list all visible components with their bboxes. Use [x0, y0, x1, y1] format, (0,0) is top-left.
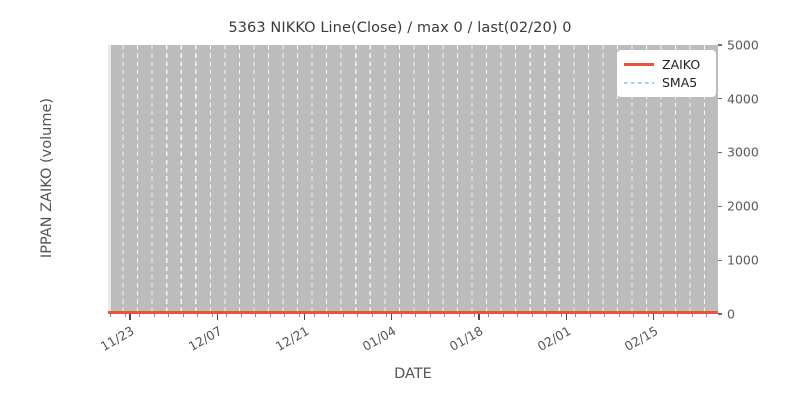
- x-axis-tick-label: 01/18: [447, 323, 486, 355]
- x-axis-minor-tick: [226, 314, 228, 318]
- x-axis-minor-tick: [662, 314, 664, 318]
- x-axis-minor-tick: [429, 314, 431, 318]
- x-axis-minor-tick: [386, 314, 388, 318]
- x-axis-major-tick: [652, 314, 655, 320]
- x-axis-minor-tick: [313, 314, 315, 318]
- x-axis-minor-tick: [502, 314, 504, 318]
- x-axis-minor-tick: [647, 314, 649, 318]
- y-axis-tick-label: 3000: [727, 144, 759, 160]
- y-axis-title: IPPAN ZAIKO (volume): [39, 97, 55, 259]
- x-axis-minor-tick: [589, 314, 591, 318]
- y-axis-tick-mark: [718, 313, 722, 315]
- x-axis-minor-tick: [371, 314, 373, 318]
- x-axis-minor-tick: [488, 314, 490, 318]
- series-line-zaiko: [108, 311, 718, 314]
- y-axis: 0 1000 2000 3000 4000 5000: [718, 39, 800, 320]
- y-axis-tick-label: 1000: [727, 252, 759, 268]
- x-axis-minor-tick: [124, 314, 126, 318]
- legend-label-sma5: SMA5: [662, 75, 698, 91]
- chart-title: 5363 NIKKO Line(Close) / max 0 / last(02…: [228, 20, 572, 36]
- plot-left-gutter: [108, 45, 111, 314]
- legend-swatch-sma5-icon: [624, 77, 654, 89]
- x-axis-minor-tick: [546, 314, 548, 318]
- x-axis-major-tick: [391, 314, 393, 320]
- y-axis-tick-mark: [718, 98, 722, 100]
- legend-swatch-zaiko-icon: [624, 58, 654, 70]
- y-axis-tick-mark: [718, 44, 722, 46]
- y-axis-tick-mark: [718, 152, 722, 154]
- x-axis-minor-tick: [473, 314, 475, 318]
- x-axis-minor-tick: [531, 314, 533, 318]
- x-axis-minor-tick: [240, 314, 242, 318]
- x-axis-major-tick: [216, 314, 218, 320]
- x-axis-minor-tick: [575, 314, 577, 318]
- x-axis-minor-tick: [400, 314, 402, 318]
- x-axis-major-tick: [129, 314, 131, 320]
- x-axis-minor-tick: [182, 314, 184, 318]
- x-axis-major-tick: [565, 314, 567, 320]
- x-axis-minor-tick: [560, 314, 562, 318]
- x-axis-minor-tick: [357, 314, 359, 318]
- y-axis-tick-label: 0: [727, 306, 735, 322]
- x-axis-minor-tick: [633, 314, 635, 318]
- legend-item-zaiko[interactable]: ZAIKO: [624, 56, 709, 73]
- x-axis-minor-tick: [706, 314, 708, 318]
- x-axis: 11/23 12/07 12/21 01/04 01/18 02/01 02/15: [98, 314, 718, 374]
- y-axis-tick-label: 2000: [727, 198, 759, 214]
- x-axis-minor-tick: [444, 314, 446, 318]
- y-axis-tick-label: 4000: [727, 91, 759, 107]
- x-axis-tick-label: 02/15: [621, 323, 661, 355]
- x-axis-minor-tick: [618, 314, 620, 318]
- x-axis-minor-tick: [197, 314, 199, 318]
- x-axis-minor-tick: [677, 314, 679, 318]
- x-axis-minor-tick: [110, 314, 111, 318]
- x-axis-minor-tick: [269, 314, 271, 318]
- x-axis-minor-tick: [139, 314, 141, 318]
- x-axis-minor-tick: [328, 314, 330, 318]
- x-axis-minor-tick: [299, 314, 301, 318]
- x-axis-tick-label: 11/23: [98, 323, 137, 355]
- y-axis-tick-label: 5000: [727, 37, 759, 53]
- x-axis-minor-tick: [153, 314, 155, 318]
- legend-item-sma5[interactable]: SMA5: [624, 74, 709, 91]
- x-axis-minor-tick: [517, 314, 519, 318]
- x-axis-major-tick: [303, 314, 306, 320]
- y-axis-tick-mark: [718, 205, 722, 207]
- plot-area[interactable]: [108, 45, 718, 314]
- x-axis-minor-tick: [168, 314, 170, 318]
- x-axis-minor-tick: [342, 314, 344, 318]
- x-axis-tick-label: 12/07: [185, 323, 225, 355]
- x-axis-minor-tick: [458, 314, 460, 318]
- x-axis-minor-tick: [284, 314, 286, 318]
- x-axis-minor-tick: [604, 314, 606, 318]
- legend-label-zaiko: ZAIKO: [662, 56, 701, 72]
- x-axis-minor-tick: [691, 314, 693, 318]
- x-axis-minor-tick: [255, 314, 257, 318]
- y-axis-tick-mark: [718, 259, 722, 261]
- x-axis-minor-tick: [415, 314, 417, 318]
- x-axis-major-tick: [478, 314, 480, 320]
- x-axis-title: DATE: [394, 366, 432, 382]
- x-axis-tick-label: 01/04: [359, 323, 399, 355]
- chart-legend[interactable]: ZAIKO SMA5: [617, 50, 716, 97]
- x-axis-minor-tick: [211, 314, 213, 318]
- x-axis-tick-label: 12/21: [272, 323, 312, 355]
- x-axis-tick-label: 02/01: [534, 323, 573, 355]
- vertical-gridlines: [108, 45, 718, 314]
